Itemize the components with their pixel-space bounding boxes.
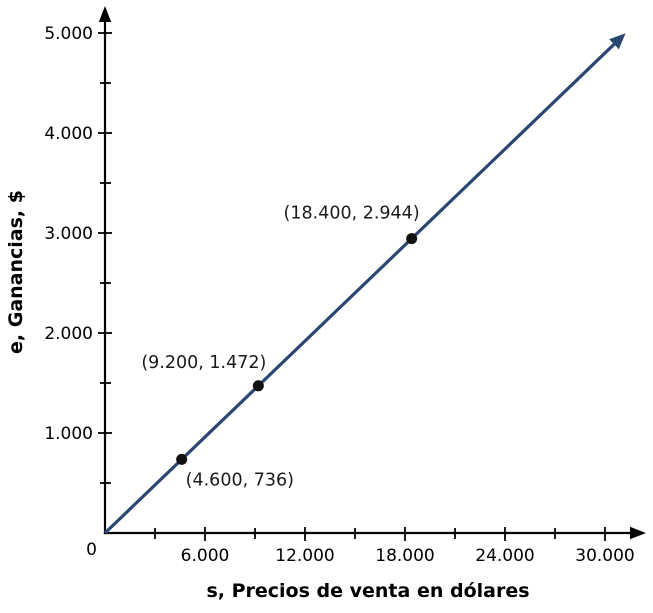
x-tick-label: 24.000 (475, 546, 534, 566)
x-tick-label: 12.000 (275, 546, 334, 566)
y-tick-label: 3.000 (44, 224, 93, 244)
data-point (406, 233, 418, 245)
data-point (252, 380, 264, 392)
x-axis-arrowhead-icon (630, 526, 646, 540)
x-tick-label: 6.000 (181, 546, 230, 566)
x-axis-label: s, Precios de venta en dólares (206, 580, 529, 602)
y-tick-label: 4.000 (44, 124, 93, 144)
y-axis-arrowhead-icon (98, 6, 112, 22)
x-tick-label: 18.000 (375, 546, 434, 566)
y-axis-label: e, Ganancias, $ (5, 190, 27, 354)
y-tick-label: 2.000 (44, 324, 93, 344)
point-label: (9.200, 1.472) (141, 353, 266, 373)
x-tick-label: 30.000 (575, 546, 634, 566)
y-tick-label: 5.000 (44, 24, 93, 44)
data-point (176, 453, 188, 465)
point-label: (18.400, 2.944) (284, 204, 420, 224)
y-tick-label: 1.000 (44, 424, 93, 444)
ticks-layer: 6.000 12.000 18.000 24.000 30.000 1.000 2.000 3… (44, 24, 634, 566)
point-label: (4.600, 736) (186, 470, 294, 490)
origin-label: 0 (86, 540, 97, 560)
plot-layer: (4.600, 736) (9.200, 1.472) (18.400, 2.944… (103, 33, 626, 535)
data-line (103, 33, 626, 535)
